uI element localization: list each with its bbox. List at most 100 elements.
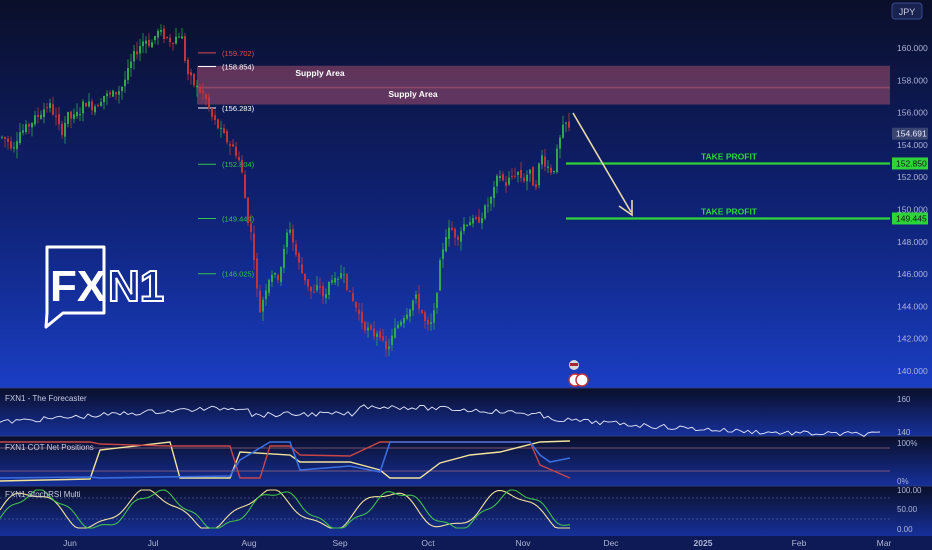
candle-body xyxy=(31,122,33,128)
candle-body xyxy=(451,227,453,230)
candle-body xyxy=(325,294,327,299)
candle-body xyxy=(307,279,309,287)
indicator-tick: 100.00 xyxy=(897,486,922,495)
price-tick-label: 148.000 xyxy=(897,237,928,247)
candle-body xyxy=(118,91,120,95)
price-pane[interactable] xyxy=(0,0,932,388)
indicator-tick: 0.00 xyxy=(897,525,913,534)
candle-body xyxy=(88,101,90,107)
candle-body xyxy=(271,274,273,282)
candle-body xyxy=(415,294,417,299)
indicator-name: FXN1 StochRSI Multi xyxy=(5,490,81,499)
cot-series-a xyxy=(0,440,571,482)
candle-body xyxy=(13,147,15,149)
candle-body xyxy=(544,156,546,167)
candle-body xyxy=(76,111,78,117)
take-profit-price-tag xyxy=(892,157,928,170)
time-tick-label: Jun xyxy=(63,538,77,548)
time-axis[interactable] xyxy=(0,536,932,550)
candle-body xyxy=(238,157,240,161)
candle-body xyxy=(286,232,288,248)
candle-body xyxy=(427,320,429,325)
candle-body xyxy=(148,39,150,46)
currency-badge[interactable] xyxy=(891,2,923,20)
candle-body xyxy=(505,182,507,186)
candle-body xyxy=(61,123,63,136)
indicator-tick: 100% xyxy=(897,439,917,448)
candle-body xyxy=(133,51,135,62)
candle-body xyxy=(517,172,519,175)
candle-body xyxy=(328,281,330,295)
stochrsi-pane[interactable] xyxy=(0,486,932,536)
candle-body xyxy=(553,170,555,173)
price-tick-label: 146.000 xyxy=(897,269,928,279)
candle-body xyxy=(547,166,549,168)
candle-body xyxy=(43,109,45,117)
candle-body xyxy=(169,37,171,43)
candle-body xyxy=(484,205,486,219)
candle-body xyxy=(568,121,570,128)
candle-body xyxy=(82,101,84,114)
candle-body xyxy=(361,311,363,323)
candle-body xyxy=(457,236,459,240)
indicator-name: FXN1 - The Forecaster xyxy=(5,394,87,403)
candle-body xyxy=(223,128,225,134)
forecaster-pane[interactable] xyxy=(0,388,932,436)
cot-pane[interactable] xyxy=(0,436,932,486)
candle-body xyxy=(157,30,159,38)
candle-body xyxy=(217,119,219,129)
supply-zones: Supply Area Supply Area xyxy=(197,65,890,105)
candle-body xyxy=(382,336,384,341)
candle-body xyxy=(19,132,21,144)
candle-body xyxy=(115,92,117,95)
indicator-tick: 0% xyxy=(897,477,909,486)
supply-zone-label: Supply Area xyxy=(388,89,438,99)
candle-body xyxy=(346,273,348,290)
candle-body xyxy=(175,36,177,44)
price-axis[interactable]: 160.000 158.000 156.000 154.000 152.000 150.0… xyxy=(892,43,928,376)
candle-body xyxy=(367,327,369,331)
candle-body xyxy=(151,42,153,48)
time-tick-label: Aug xyxy=(241,538,256,548)
logo-text-n1: N1 xyxy=(108,262,164,311)
candle-body xyxy=(490,196,492,204)
cot-lines xyxy=(0,440,890,482)
fib-label: (156.283) xyxy=(222,104,255,113)
candle-body xyxy=(220,127,222,129)
candle-body xyxy=(52,104,54,115)
last-price-tag xyxy=(892,127,928,140)
candle-body xyxy=(430,322,432,324)
candle-body xyxy=(514,175,516,177)
candle-body xyxy=(295,244,297,255)
candle-body xyxy=(34,115,36,125)
candle-body xyxy=(103,95,105,103)
fib-label: (152.804) xyxy=(222,160,255,169)
candle-body xyxy=(439,260,441,291)
candle-body xyxy=(178,36,180,38)
candle-body xyxy=(478,216,480,223)
candle-body xyxy=(289,229,291,233)
candle-body xyxy=(370,325,372,330)
candle-body xyxy=(400,321,402,326)
candle-body xyxy=(292,229,294,243)
candle-body xyxy=(481,218,483,224)
event-icons[interactable] xyxy=(568,360,589,387)
candle-body xyxy=(475,217,477,220)
take-profit-price-tag xyxy=(892,212,928,225)
candle-body xyxy=(244,174,246,199)
supply-zone xyxy=(197,65,890,89)
candle-body xyxy=(160,30,162,32)
candle-body xyxy=(172,42,174,44)
candle-body xyxy=(214,115,216,120)
candle-body xyxy=(472,218,474,224)
candle-body xyxy=(7,138,9,142)
indicator-tick: 140 xyxy=(897,428,911,437)
candle-body xyxy=(532,167,534,186)
stoch-k-series xyxy=(0,489,570,529)
candle-body xyxy=(499,176,501,179)
stoch-d-series xyxy=(0,489,571,529)
candle-body xyxy=(550,167,552,173)
time-tick-label: Oct xyxy=(421,538,435,548)
take-profit-price: 149.445 xyxy=(896,213,927,223)
